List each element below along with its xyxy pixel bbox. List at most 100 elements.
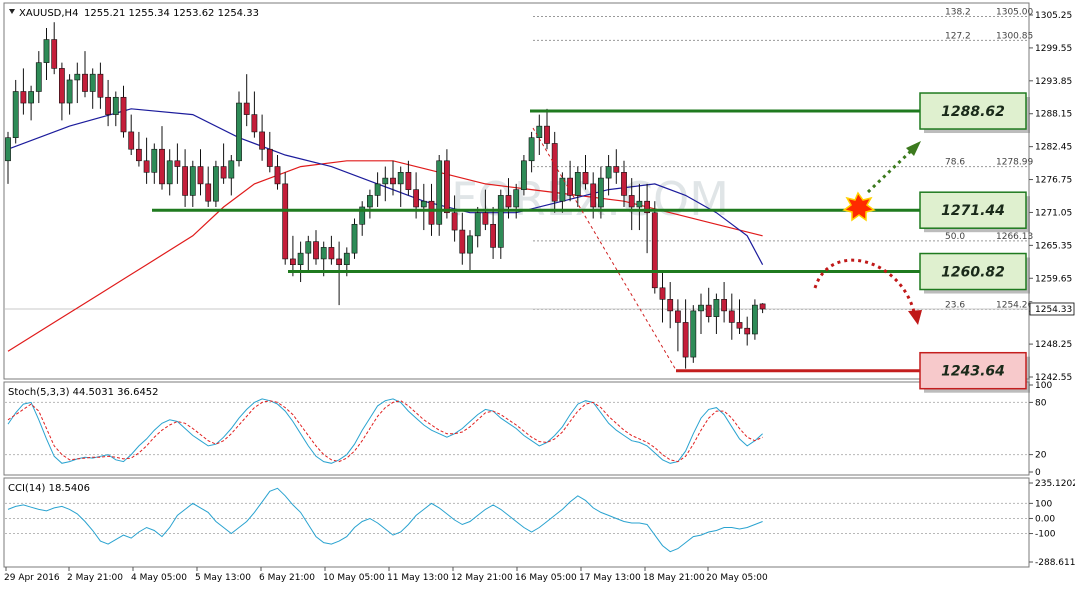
candle-body xyxy=(58,68,65,104)
candle-19 xyxy=(151,143,158,184)
candle-43 xyxy=(336,241,342,306)
candle-body xyxy=(574,172,581,196)
candle-body xyxy=(197,166,204,185)
price-tick-label: 1282.45 xyxy=(1035,143,1072,153)
bullish-arrow-head xyxy=(906,141,921,156)
cci-title: CCI(14) 18.5406 xyxy=(8,483,90,494)
candle-body xyxy=(659,287,666,300)
fib-ratio-78.6: 78.6 xyxy=(945,158,965,168)
candle-body xyxy=(43,39,50,63)
candle-0 xyxy=(5,131,11,184)
candle-body xyxy=(297,252,304,266)
candle-body xyxy=(728,310,735,323)
candle-body xyxy=(474,212,481,237)
candle-body xyxy=(736,322,743,329)
watermark: FOREX.COM xyxy=(451,172,729,226)
candle-body xyxy=(174,160,181,167)
symbol-label: XAUUSD,H4 xyxy=(19,8,78,19)
candle-body xyxy=(382,177,389,185)
candle-68 xyxy=(528,131,535,173)
low-1243-box xyxy=(919,351,1027,390)
time-tick-label: 17 May 13:00 xyxy=(579,573,641,583)
candle-80 xyxy=(621,160,627,207)
cci-indicator: 235.1202 100 0.00 -100 -288.6113 xyxy=(5,479,1075,568)
last-price-badge xyxy=(1029,302,1075,316)
candle-60 xyxy=(467,230,473,271)
candle-body xyxy=(359,206,366,225)
candle-body xyxy=(259,131,265,150)
candle-body xyxy=(151,148,158,173)
candle-66 xyxy=(513,183,520,219)
candle-body xyxy=(120,96,127,133)
candle-body xyxy=(428,200,435,225)
candle-17 xyxy=(136,131,142,167)
candle-46 xyxy=(359,201,366,236)
candle-body xyxy=(390,177,396,185)
resistance-1288-label: 1288.62 xyxy=(941,104,1005,120)
fib-value-78.6: 1278.99 xyxy=(996,158,1033,168)
candle-body xyxy=(713,299,720,317)
price-tick-label: 1242.55 xyxy=(1035,373,1072,383)
candle-94 xyxy=(728,293,735,340)
candle-35 xyxy=(274,155,281,190)
candles xyxy=(5,22,766,369)
price-tick-label: 1305.25 xyxy=(1035,11,1072,21)
key-levels: 1271.44 1260.82 1288.62 1243.64 xyxy=(152,92,1030,393)
candle-body xyxy=(274,166,281,185)
candle-body xyxy=(505,195,512,208)
candle-body xyxy=(328,247,335,260)
candle-74 xyxy=(574,166,581,207)
candle-49 xyxy=(382,166,389,202)
fibonacci-levels: 138.2 1305.00 127.2 1300.85 78.6 1278.99 50.0 1… xyxy=(5,7,1033,310)
time-tick-label: 18 May 21:00 xyxy=(643,573,705,583)
candle-51 xyxy=(397,166,404,207)
candle-34 xyxy=(266,131,273,173)
candle-58 xyxy=(451,195,458,242)
candle-18 xyxy=(143,137,150,184)
candle-body xyxy=(582,172,589,185)
candle-body xyxy=(544,125,550,144)
candle-body xyxy=(289,258,296,266)
candle-6 xyxy=(51,22,58,75)
candle-69 xyxy=(536,114,543,156)
price-tick-label: 1259.65 xyxy=(1035,274,1072,284)
time-tick-label: 4 May 05:00 xyxy=(131,573,187,583)
support-1260-box xyxy=(919,252,1027,291)
candle-11 xyxy=(89,68,96,109)
candle-28 xyxy=(220,143,227,184)
candle-body xyxy=(721,299,727,312)
stoch-panel-frame xyxy=(3,381,1030,476)
candle-body xyxy=(644,200,650,214)
candle-78 xyxy=(605,155,612,196)
candle-95 xyxy=(736,299,743,334)
price-tick-label: 1293.85 xyxy=(1035,77,1072,87)
price-tick-label: 1299.55 xyxy=(1035,44,1072,54)
stoch-tick-label: 0 xyxy=(1035,468,1041,478)
candle-30 xyxy=(236,91,242,167)
candle-body xyxy=(667,299,674,312)
main-panel-frame xyxy=(3,2,1030,380)
candle-39 xyxy=(305,235,312,271)
candle-27 xyxy=(213,160,219,207)
candle-body xyxy=(651,212,658,289)
candle-body xyxy=(744,327,751,335)
cci-tick-label: 0.00 xyxy=(1035,514,1055,524)
time-tick-label: 6 May 21:00 xyxy=(259,573,315,583)
candle-body xyxy=(5,137,11,162)
time-tick-label: 11 May 13:00 xyxy=(387,573,449,583)
candle-body xyxy=(51,39,58,69)
candle-body xyxy=(205,183,212,202)
candle-88 xyxy=(682,299,689,369)
candle-body xyxy=(213,166,219,202)
candle-85 xyxy=(659,270,666,323)
candle-40 xyxy=(313,230,319,265)
candle-48 xyxy=(374,172,381,207)
candle-8 xyxy=(66,74,73,115)
candle-75 xyxy=(582,155,589,190)
candle-body xyxy=(551,143,558,202)
candle-79 xyxy=(613,149,620,184)
candle-4 xyxy=(35,51,42,104)
candle-42 xyxy=(328,235,335,265)
cci-tick-label: -288.6113 xyxy=(1035,558,1075,568)
